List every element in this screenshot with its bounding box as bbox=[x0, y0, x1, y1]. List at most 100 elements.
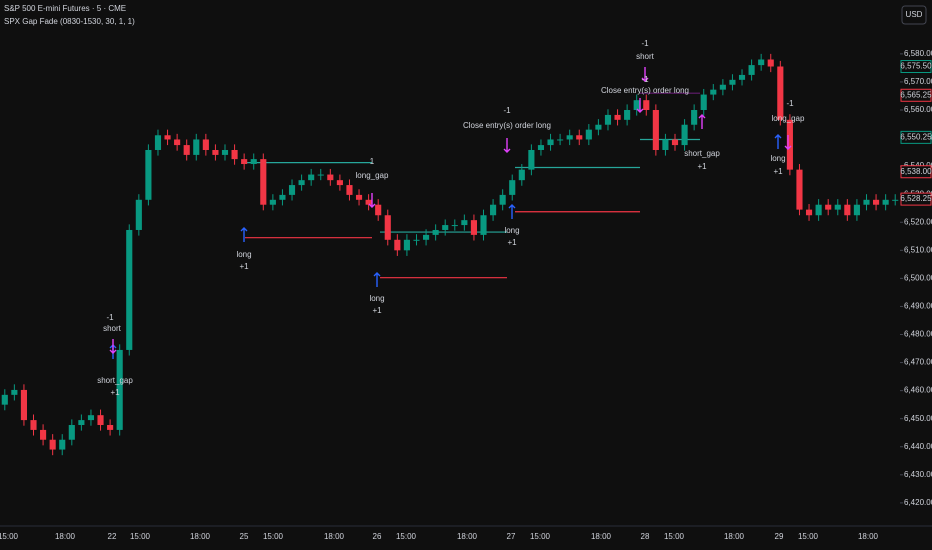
currency-box[interactable] bbox=[901, 5, 927, 25]
candle-body bbox=[738, 74, 746, 80]
y-tick-label: 6,420.00 bbox=[904, 498, 932, 507]
candle-body bbox=[825, 204, 832, 210]
x-tick-label: 22 bbox=[108, 532, 117, 541]
candle-body bbox=[97, 415, 104, 426]
candle-body bbox=[442, 225, 449, 230]
candle-body bbox=[327, 174, 334, 181]
annotation: long bbox=[236, 250, 251, 259]
x-tick-label: 15:00 bbox=[0, 532, 19, 541]
trade-arrow bbox=[784, 135, 792, 150]
candle-body bbox=[700, 94, 707, 111]
candle-body bbox=[470, 220, 477, 235]
candle-body bbox=[451, 225, 458, 227]
candle-body bbox=[145, 149, 152, 200]
annotation: short bbox=[103, 324, 122, 333]
candle-body bbox=[298, 180, 305, 186]
candle-body bbox=[384, 215, 391, 240]
x-tick-label: 15:00 bbox=[798, 532, 819, 541]
candle-body bbox=[576, 135, 583, 140]
candle-body bbox=[834, 204, 841, 210]
candle-body bbox=[767, 59, 774, 67]
candle-body bbox=[365, 199, 372, 205]
candle-body bbox=[250, 159, 257, 165]
y-tick-label: 6,460.00 bbox=[904, 386, 932, 395]
candle-body bbox=[432, 229, 439, 235]
x-tick-label: 15:00 bbox=[263, 532, 284, 541]
annotation: long_gap bbox=[772, 114, 805, 123]
price-tag bbox=[900, 192, 932, 206]
price-tag bbox=[900, 130, 932, 144]
trade-arrow bbox=[109, 339, 117, 354]
annotation: -1 bbox=[786, 99, 794, 108]
candle-body bbox=[748, 65, 755, 75]
candle-body bbox=[116, 349, 123, 430]
annotation: Close entry(s) order long bbox=[463, 121, 551, 130]
candle-body bbox=[633, 100, 640, 111]
candle-body bbox=[288, 185, 296, 195]
candle-body bbox=[557, 139, 564, 141]
candle-body bbox=[221, 149, 229, 155]
x-tick-label: 18:00 bbox=[55, 532, 76, 541]
currency[interactable]: USD bbox=[906, 10, 923, 19]
x-tick-label: 15:00 bbox=[530, 532, 551, 541]
annotation: short_gap bbox=[97, 376, 133, 385]
y-tick-label: 6,510.00 bbox=[904, 245, 932, 254]
candle-body bbox=[729, 79, 736, 85]
candle-body bbox=[59, 439, 66, 450]
annotation: -1 bbox=[503, 106, 511, 115]
annotation: +1 bbox=[239, 262, 249, 271]
candle-body bbox=[566, 135, 573, 140]
candle-body bbox=[403, 239, 410, 251]
candle-body bbox=[87, 415, 95, 421]
candle-body bbox=[461, 220, 468, 226]
x-tick-label: 29 bbox=[775, 532, 784, 541]
candle-body bbox=[126, 229, 133, 350]
candle-body bbox=[20, 389, 27, 421]
candle-body bbox=[183, 145, 190, 155]
trade-arrow bbox=[698, 114, 706, 129]
x-tick-label: 15:00 bbox=[396, 532, 417, 541]
annotation: short_gap bbox=[684, 149, 720, 158]
candle-body bbox=[758, 59, 765, 66]
candle-body bbox=[346, 185, 353, 195]
chart-title: S&P 500 E-mini Futures · 5 · CME bbox=[4, 4, 126, 13]
candle-body bbox=[336, 180, 343, 186]
y-tick-label: 6,470.00 bbox=[904, 358, 932, 367]
candle-body bbox=[873, 199, 880, 205]
annotation: long bbox=[770, 154, 785, 163]
candle-body bbox=[499, 194, 506, 205]
candle-body bbox=[154, 135, 162, 150]
candle-body bbox=[241, 159, 248, 165]
x-tick-label: 15:00 bbox=[130, 532, 151, 541]
x-tick-label: 18:00 bbox=[858, 532, 879, 541]
candle-body bbox=[202, 139, 209, 150]
annotation: +1 bbox=[507, 238, 517, 247]
candle-body bbox=[490, 204, 497, 216]
candle-body bbox=[681, 124, 688, 146]
candle-body bbox=[40, 429, 47, 440]
candle-body bbox=[614, 114, 621, 120]
price-tag-label: 6,550.25 bbox=[900, 132, 932, 141]
candle-body bbox=[882, 199, 889, 205]
candle-body bbox=[509, 180, 516, 195]
candle-body bbox=[107, 425, 114, 430]
annotation: +1 bbox=[773, 167, 783, 176]
candle-body bbox=[164, 135, 171, 140]
candle-body bbox=[394, 239, 401, 251]
candle-body bbox=[423, 234, 430, 240]
trade-arrow bbox=[240, 227, 248, 242]
candle-body bbox=[480, 215, 487, 235]
candle-body bbox=[68, 425, 75, 440]
annotation: +1 bbox=[372, 306, 382, 315]
candle-body bbox=[786, 119, 793, 170]
candle-body bbox=[30, 420, 37, 430]
candle-body bbox=[413, 239, 420, 241]
candle-body bbox=[317, 174, 324, 176]
candle-body bbox=[11, 389, 18, 395]
candle-body bbox=[193, 139, 200, 155]
candle-body bbox=[863, 199, 870, 205]
x-tick-label: 25 bbox=[240, 532, 249, 541]
x-tick-label: 28 bbox=[641, 532, 650, 541]
price-tag-label: 6,565.25 bbox=[900, 90, 932, 99]
annotation: -1 bbox=[106, 313, 114, 322]
